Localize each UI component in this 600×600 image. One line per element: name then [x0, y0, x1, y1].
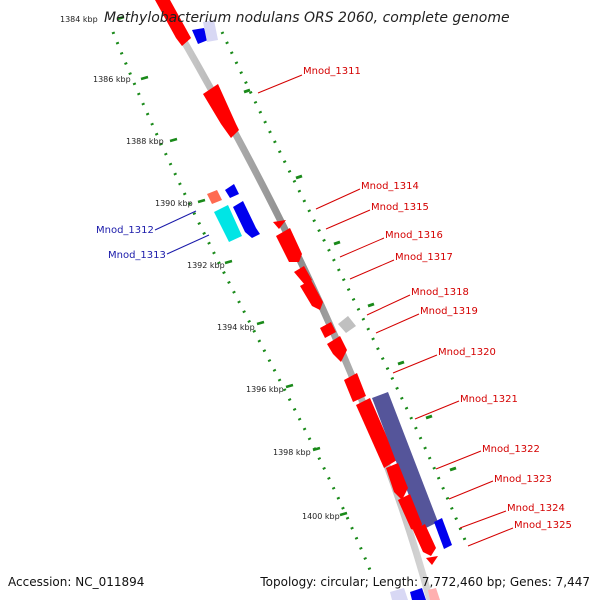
gene-blue-pair[interactable] — [233, 201, 260, 238]
gene-label[interactable]: Mnod_1320 — [438, 347, 496, 358]
gene-labels-right: Mnod_1311 Mnod_1314 Mnod_1315 Mnod_1316 … — [303, 66, 572, 531]
tick-label: 1388 kbp — [126, 137, 164, 146]
gene-mnod-1324[interactable] — [413, 524, 436, 556]
gene-labels-left: Mnod_1312 Mnod_1313 — [96, 225, 166, 261]
gene-label[interactable]: Mnod_1311 — [303, 66, 361, 77]
gene-mnod-1318-pseudo[interactable] — [338, 316, 356, 333]
gene-label[interactable]: Mnod_1318 — [411, 287, 469, 298]
gene-small-blue[interactable] — [225, 184, 239, 198]
gene-label[interactable]: Mnod_1315 — [371, 202, 429, 213]
tick-label: 1398 kbp — [273, 448, 311, 457]
gene-mnod-1321[interactable] — [356, 398, 397, 468]
gene-mnod-1319[interactable] — [327, 336, 347, 362]
outer-tick-track — [111, 31, 372, 571]
gene-bottom-blue[interactable] — [410, 588, 426, 600]
gene-mnod-1325[interactable] — [426, 556, 438, 565]
genome-summary-text: Topology: circular; Length: 7,772,460 bp… — [259, 575, 590, 589]
gene-mnod-1312[interactable] — [207, 190, 222, 204]
inner-tick-marks — [243, 88, 457, 472]
gene-label[interactable]: Mnod_1323 — [494, 474, 552, 485]
gene-mnod-1323[interactable] — [398, 494, 422, 532]
genome-backbone — [156, 0, 434, 600]
gene-label[interactable]: Mnod_1314 — [361, 181, 419, 192]
gene-label[interactable]: Mnod_1319 — [420, 306, 478, 317]
genome-title: Methylobacterium nodulans ORS 2060, comp… — [104, 10, 510, 26]
gene-label[interactable]: Mnod_1325 — [514, 520, 572, 531]
gene-top-red[interactable] — [155, 0, 191, 46]
gene-bottom-faded[interactable] — [390, 588, 408, 600]
gene-mnod-1320[interactable] — [344, 373, 366, 402]
tick-label: 1396 kbp — [246, 385, 284, 394]
gene-mnod-1314[interactable] — [273, 220, 286, 229]
gene-mnod-1313[interactable] — [214, 205, 242, 242]
label-leader-lines — [154, 74, 514, 547]
inner-tick-track — [220, 31, 467, 541]
gene-mnod-1316[interactable] — [294, 266, 312, 285]
tick-label: 1384 kbp — [60, 15, 98, 24]
gene-mnod-1318[interactable] — [320, 322, 336, 338]
gene-top-blue[interactable] — [192, 28, 208, 44]
gene-mnod-1324-blue[interactable] — [434, 518, 452, 549]
gene-top-faded[interactable] — [203, 20, 218, 42]
gene-mnod-1311[interactable] — [203, 84, 239, 138]
tick-label: 1394 kbp — [217, 323, 255, 332]
gene-features — [155, 0, 452, 600]
accession-text: Accession: NC_011894 — [8, 575, 144, 589]
gene-label[interactable]: Mnod_1317 — [395, 252, 453, 263]
tick-label: 1400 kbp — [302, 512, 340, 521]
gene-bottom-pink[interactable] — [428, 588, 440, 600]
gene-mnod-1317[interactable] — [300, 280, 323, 310]
gene-label[interactable]: Mnod_1316 — [385, 230, 443, 241]
tick-label: 1392 kbp — [187, 261, 225, 270]
tick-leader-lines — [116, 15, 348, 517]
gene-label[interactable]: Mnod_1322 — [482, 444, 540, 455]
gene-mnod-1322[interactable] — [386, 463, 408, 500]
tick-label: 1390 kbp — [155, 199, 193, 208]
gene-label[interactable]: Mnod_1324 — [507, 503, 565, 514]
tick-label: 1386 kbp — [93, 75, 131, 84]
gene-label[interactable]: Mnod_1312 — [96, 225, 154, 236]
gene-mnod-1315[interactable] — [276, 228, 302, 262]
gene-label[interactable]: Mnod_1321 — [460, 394, 518, 405]
gene-label[interactable]: Mnod_1313 — [108, 250, 166, 261]
region-purple[interactable] — [372, 392, 438, 530]
tick-labels: 1384 kbp 1386 kbp 1388 kbp 1390 kbp 1392… — [60, 15, 340, 521]
